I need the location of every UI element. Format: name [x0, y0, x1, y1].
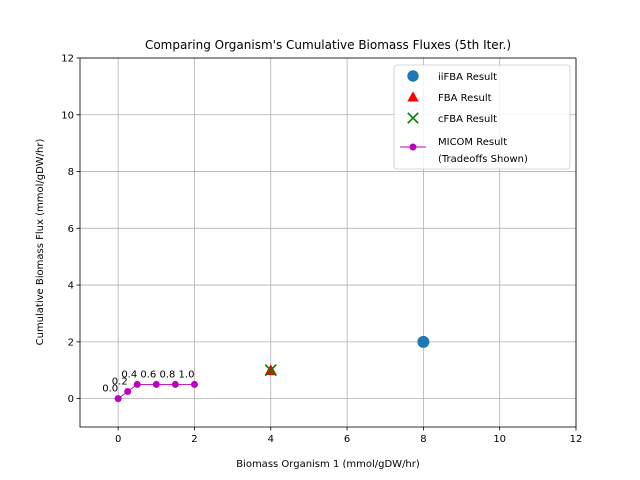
legend-label: MICOM Result (Tradeoffs Shown) — [438, 137, 528, 165]
legend-label-line: (Tradeoffs Shown) — [438, 154, 528, 165]
series-2-point — [264, 364, 277, 377]
axes-frame — [79, 57, 577, 428]
point-annotation: 1.0 — [179, 369, 195, 380]
y-tick-label: 4 — [68, 281, 74, 292]
chart-title: Comparing Organism's Cumulative Biomass … — [145, 38, 511, 52]
x-tick-label: 8 — [420, 434, 426, 445]
legend-label-line: FBA Result — [438, 93, 492, 104]
legend-label: FBA Result — [438, 93, 492, 104]
y-tick-label: 0 — [68, 394, 74, 405]
series-3-point — [124, 388, 132, 396]
point-annotation: 0.0 — [102, 384, 118, 395]
y-tick-label: 2 — [68, 337, 74, 348]
series-3-point — [133, 380, 141, 388]
x-tick-label: 4 — [268, 434, 274, 445]
axis-ticks: 0 2 4 6 8 10 12 0 2 4 6 8 10 12 — [61, 54, 582, 445]
legend-label-line: MICOM Result — [438, 137, 507, 148]
point-annotation: 0.2 — [112, 377, 128, 388]
series-0-point — [417, 335, 430, 348]
legend-label-line: cFBA Result — [438, 114, 497, 125]
series-3-point — [114, 395, 122, 403]
series-3-point — [190, 380, 198, 388]
y-tick-label: 10 — [61, 110, 74, 121]
legend-label-line: iiFBA Result — [438, 72, 497, 83]
legend-box — [393, 64, 571, 170]
series-3-point — [152, 380, 160, 388]
point-annotations: 0.00.20.4 0.6 0.8 1.0 — [102, 369, 194, 394]
legend-marker-stroke — [407, 112, 419, 124]
x-axis-label: Biomass Organism 1 (mmol/gDW/hr) — [236, 459, 420, 470]
series-3-point — [171, 380, 179, 388]
legend-marker — [407, 91, 419, 102]
legend: iiFBA Result FBA Result cFBA Result MICOM R… — [393, 64, 571, 170]
x-tick-label: 10 — [493, 434, 506, 445]
point-annotation: 0.4 — [121, 369, 137, 380]
x-tick-label: 6 — [344, 434, 350, 445]
legend-label: cFBA Result — [438, 114, 497, 125]
y-axis-label: Cumulative Biomass Flux (mmol/gDW/hr) — [35, 139, 46, 346]
series-2-point-stroke — [264, 364, 277, 377]
x-tick-label: 12 — [570, 434, 583, 445]
y-tick-label: 12 — [61, 54, 74, 65]
legend-marker — [407, 70, 419, 82]
point-annotation: 0.6 — [140, 369, 156, 380]
legend-marker — [407, 112, 419, 124]
point-annotation: 0.8 — [159, 369, 175, 380]
legend-label: iiFBA Result — [438, 72, 497, 83]
legend-marker — [409, 143, 417, 151]
y-tick-label: 6 — [68, 224, 74, 235]
plot-series — [114, 335, 430, 403]
x-tick-label: 2 — [191, 434, 197, 445]
y-tick-label: 8 — [68, 167, 74, 178]
x-tick-label: 0 — [115, 434, 121, 445]
